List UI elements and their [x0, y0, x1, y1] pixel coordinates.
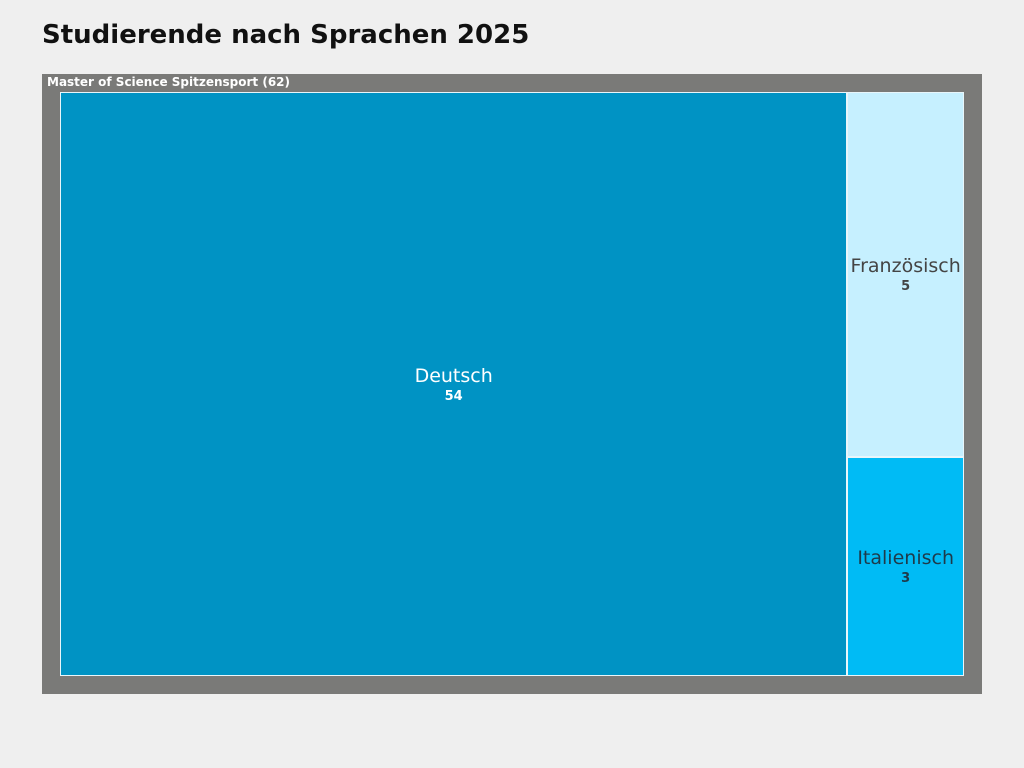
tile-value: 5 — [901, 279, 911, 294]
chart-title: Studierende nach Sprachen 2025 — [42, 20, 530, 50]
treemap-tile-italienisch[interactable]: Italienisch 3 — [847, 457, 964, 676]
tile-label: Deutsch — [414, 364, 493, 387]
tile-value: 54 — [444, 388, 463, 404]
tile-label: Französisch — [850, 255, 961, 277]
treemap-parent-node[interactable]: Master of Science Spitzensport (62) Deut… — [42, 74, 982, 694]
treemap-tile-französisch[interactable]: Französisch 5 — [847, 92, 964, 457]
tile-value: 3 — [901, 571, 911, 586]
parent-label: Master of Science Spitzensport (62) — [47, 75, 290, 89]
treemap-tile-deutsch[interactable]: Deutsch 54 — [60, 92, 848, 676]
tile-label: Italienisch — [857, 547, 954, 569]
